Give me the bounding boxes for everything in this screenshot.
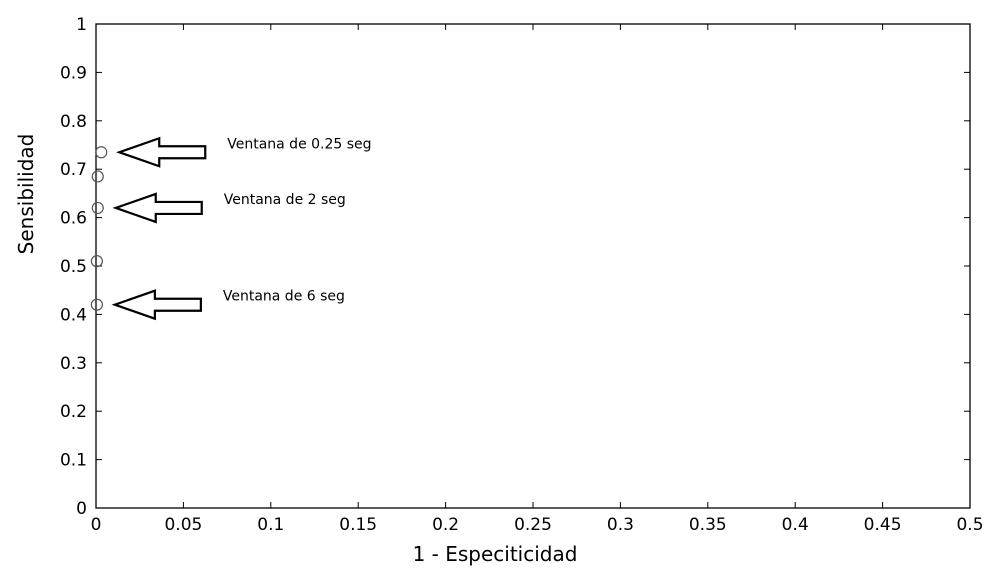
y-tick-label: 0.4 xyxy=(60,305,87,325)
y-tick-label: 0 xyxy=(76,499,87,519)
x-tick-label: 0.1 xyxy=(257,515,284,535)
x-tick-label: 0.15 xyxy=(339,515,377,535)
annotation-label: Ventana de 2 seg xyxy=(224,192,346,208)
x-tick-label: 0.2 xyxy=(432,515,459,535)
data-point xyxy=(90,298,103,311)
x-tick-label: 0.4 xyxy=(782,515,809,535)
y-tick-label: 0.6 xyxy=(60,209,87,229)
y-tick-label: 0.1 xyxy=(60,451,87,471)
y-axis-title: Sensibilidad xyxy=(14,134,38,255)
y-tick-label: 0.9 xyxy=(60,63,87,83)
x-tick-label: 0 xyxy=(91,515,102,535)
annotations: Ventana de 0.25 seg Ventana de 2 seg Venta… xyxy=(111,136,372,321)
plot-area xyxy=(95,23,971,509)
data-point xyxy=(90,255,103,268)
y-tick-label: 0.2 xyxy=(60,402,87,422)
y-tick-label: 0.3 xyxy=(60,354,87,374)
x-tick-label: 0.05 xyxy=(164,515,202,535)
y-tick-label: 0.7 xyxy=(60,160,87,180)
x-axis: 0 0.05 0.1 0.15 0.2 0.25 0.3 0.35 0.4 0.45 0.5 xyxy=(91,24,984,535)
x-tick-label: 0.25 xyxy=(514,515,552,535)
x-tick-label: 0.3 xyxy=(607,515,634,535)
annotation-arrow xyxy=(112,192,203,224)
annotation-label: Ventana de 0.25 seg xyxy=(227,136,371,152)
x-tick-label: 0.35 xyxy=(689,515,727,535)
annotation-arrow xyxy=(111,289,202,321)
data-point xyxy=(91,170,104,183)
y-tick-label: 1 xyxy=(76,15,87,35)
y-axis: 0 0.1 0.2 0.3 0.4 0.5 0.6 0.7 0.8 0.9 1 xyxy=(60,15,970,519)
data-point xyxy=(91,201,104,215)
annotation-label: Ventana de 6 seg xyxy=(223,289,345,305)
x-tick-label: 0.45 xyxy=(864,515,902,535)
annotation-arrow xyxy=(115,136,207,168)
y-tick-label: 0.8 xyxy=(60,112,87,132)
data-points xyxy=(90,146,108,311)
y-tick-label: 0.5 xyxy=(60,257,87,277)
data-point xyxy=(95,146,108,159)
x-tick-label: 0.5 xyxy=(956,515,983,535)
x-axis-title: 1 - Especiticidad xyxy=(413,542,578,566)
